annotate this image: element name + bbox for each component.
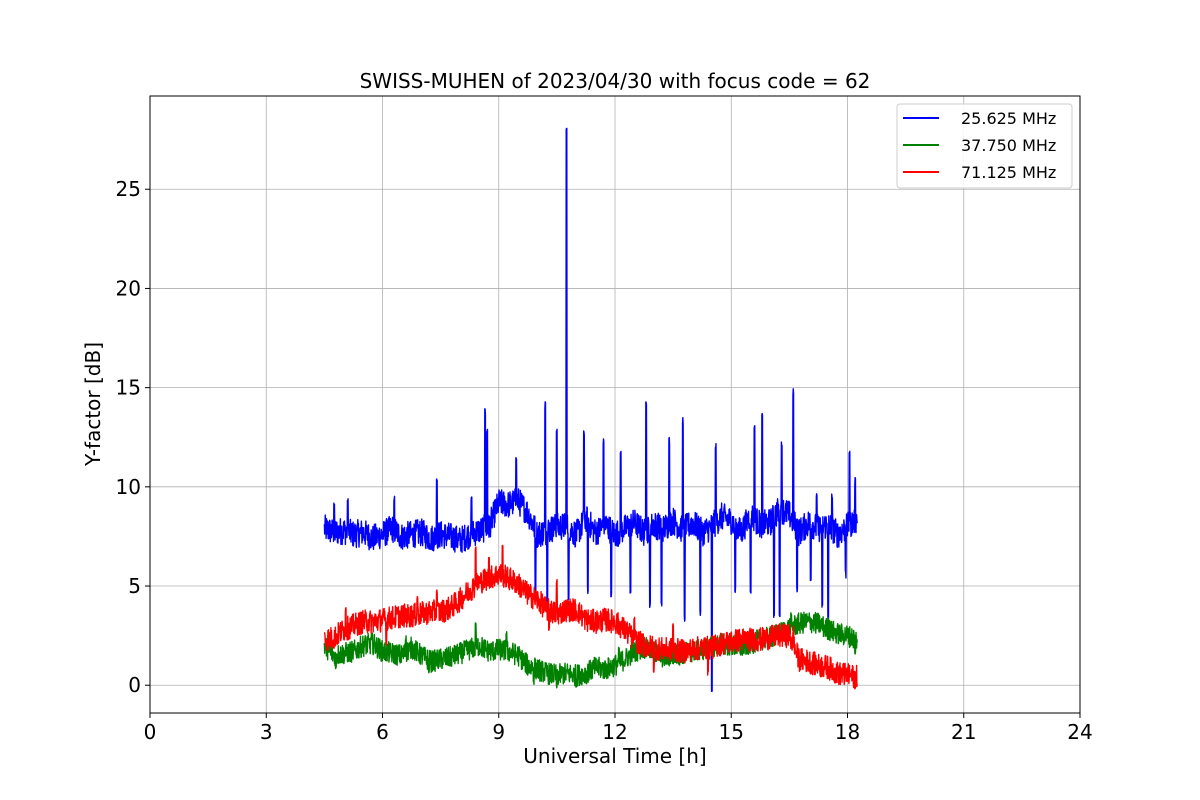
x-tick-label: 15 — [719, 720, 744, 744]
legend-label-25-625: 25.625 MHz — [961, 109, 1056, 128]
legend-label-37-750: 37.750 MHz — [961, 136, 1056, 155]
x-tick-label: 12 — [602, 720, 627, 744]
x-tick-label: 9 — [492, 720, 505, 744]
y-tick-label: 5 — [128, 574, 141, 598]
series-line — [323, 544, 858, 690]
y-tick-label: 15 — [116, 376, 141, 400]
series-25-625-mhz — [323, 127, 858, 693]
x-tick-label: 24 — [1067, 720, 1092, 744]
axis-ticks: 0 3 6 9 12 15 18 21 24 0 5 10 15 20 25 — [116, 177, 1093, 744]
series-71-125-mhz — [323, 544, 858, 690]
legend-box — [896, 103, 1073, 189]
y-axis-label: Y-factor [dB] — [81, 342, 105, 467]
legend: 25.625 MHz 37.750 MHz 71.125 MHz — [896, 103, 1073, 189]
x-tick-label: 0 — [144, 720, 157, 744]
y-tick-label: 25 — [116, 177, 141, 201]
x-tick-label: 21 — [951, 720, 976, 744]
x-axis-label: Universal Time [h] — [523, 744, 706, 768]
legend-label-71-125: 71.125 MHz — [961, 163, 1056, 182]
y-tick-label: 0 — [128, 673, 141, 697]
plot-series — [323, 127, 858, 693]
x-tick-label: 3 — [260, 720, 273, 744]
y-tick-label: 10 — [116, 475, 141, 499]
chart-title: SWISS-MUHEN of 2023/04/30 with focus cod… — [360, 69, 871, 93]
series-line — [323, 127, 858, 693]
y-tick-label: 20 — [116, 276, 141, 300]
x-tick-label: 6 — [376, 720, 389, 744]
x-tick-label: 18 — [835, 720, 860, 744]
